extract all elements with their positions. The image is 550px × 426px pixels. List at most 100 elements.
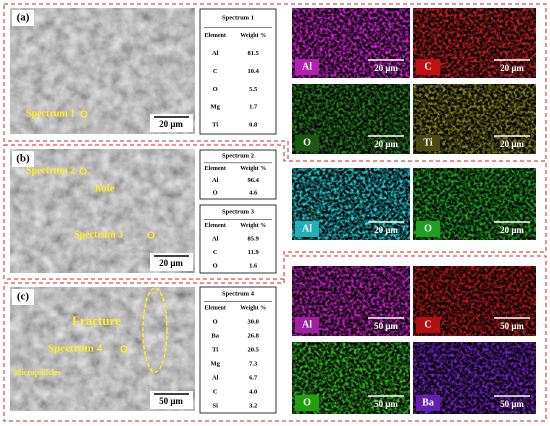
table-cell: Ti [212,346,218,353]
table-cell: Al [212,177,219,184]
table-header: Element [205,166,226,172]
scale-label: 20 μm [159,258,183,268]
fracture-outline [142,287,168,373]
table-cell: 5.5 [249,86,258,93]
table-cell: Mg [211,104,221,111]
table-cell: C [213,388,218,395]
element-tag [295,317,319,333]
table-cell: O [213,86,218,93]
table-box [199,204,277,274]
sem-image [10,8,195,134]
table-cell: Ba [211,332,219,339]
table-cell: Mg [211,360,221,367]
border-a [3,3,547,162]
map-scale-label: 20 μm [500,139,524,149]
table-header: Element [205,223,226,229]
element-tag [416,395,440,411]
element-label: C [424,319,431,330]
panel-borders [3,3,547,422]
table-cell: O [213,318,218,325]
map-scale-label: 20 μm [500,225,524,235]
panel-label: (b) [16,153,30,165]
table-cell: 3.2 [249,402,257,409]
scale-label: 20 μm [159,119,183,129]
table-header: Element [205,305,226,311]
table-cell: 81.5 [248,50,260,57]
border-c [3,255,547,422]
table-cell: Al [212,374,219,381]
table-box [199,8,277,135]
table-cell: 1.6 [249,263,258,270]
table-cell: Si [212,402,218,409]
scale-box [150,114,193,132]
table-cell: C [213,68,218,75]
scale-box [150,253,193,271]
annotation: Micropaticles [14,368,61,377]
table-header: Weight % [240,305,266,311]
table-cell: 11.9 [248,249,260,256]
table-title: Spectrum 2 [222,153,254,160]
table-cell: 0.8 [249,122,258,129]
table-cell: 10.4 [248,68,260,75]
map-scale-label: 20 μm [374,225,398,235]
spectrum-marker [79,167,87,175]
map-scale-label: 20 μm [374,139,398,149]
element-tag [416,221,440,237]
element-label: Ba [422,397,434,408]
table-box [199,286,277,414]
element-label: O [303,397,311,408]
annotation: Spectrum 3 [74,229,123,240]
table-cell: 26.8 [248,332,260,339]
sem-image [10,149,195,273]
table-cell: 4.6 [249,189,258,196]
element-label: O [303,137,311,148]
scale-label: 50 μm [159,396,183,406]
map-scale-label: 20 μm [500,63,524,73]
element-tag [295,395,319,411]
table-header: Weight % [240,166,266,172]
spectrum-marker [80,110,88,118]
element-tag [416,317,440,333]
panel-label-box [12,10,34,26]
map-scale-label: 50 μm [374,321,398,331]
scale-box [150,391,193,409]
table-cell: O [213,263,218,270]
table-cell: 30.0 [248,318,259,325]
spectrum-marker [147,231,155,239]
table-cell: 20.5 [248,346,260,353]
element-tag [295,221,319,237]
element-label: Al [302,319,312,330]
panel-label-box [12,151,34,167]
map-scale-label: 50 μm [500,399,524,409]
panel-label: (c) [17,291,30,303]
table-header: Weight % [240,223,266,229]
panel-label-box [12,289,34,305]
table-cell: C [213,249,218,256]
table-cell: O [213,189,218,196]
element-label: Al [302,223,312,234]
sem-image [10,287,195,411]
map-scale-label: 20 μm [374,63,398,73]
element-tag [416,135,440,151]
table-cell: Al [212,50,219,57]
map-scale-label: 50 μm [500,321,524,331]
table-cell: 96.4 [248,177,260,184]
table-title: Spectrum 4 [222,290,255,297]
annotation: Spectrum 2 [26,165,75,176]
table-cell: 6.7 [249,374,258,381]
element-label: O [424,223,432,234]
table-cell: Ti [212,122,218,129]
table-header: Element [205,33,226,39]
table-cell: 7.3 [249,360,258,367]
element-label: Al [302,61,312,72]
annotation: Spectrum 1 [26,108,75,119]
panel-label: (a) [17,12,30,24]
annotation: Spectrum 4 [48,343,103,355]
element-tag [295,135,319,151]
annotation: Fracture [72,313,121,328]
table-box [199,149,277,200]
spectrum-marker [120,345,128,353]
table-title: Spectrum 3 [222,208,255,215]
table-cell: 85.9 [248,235,260,242]
